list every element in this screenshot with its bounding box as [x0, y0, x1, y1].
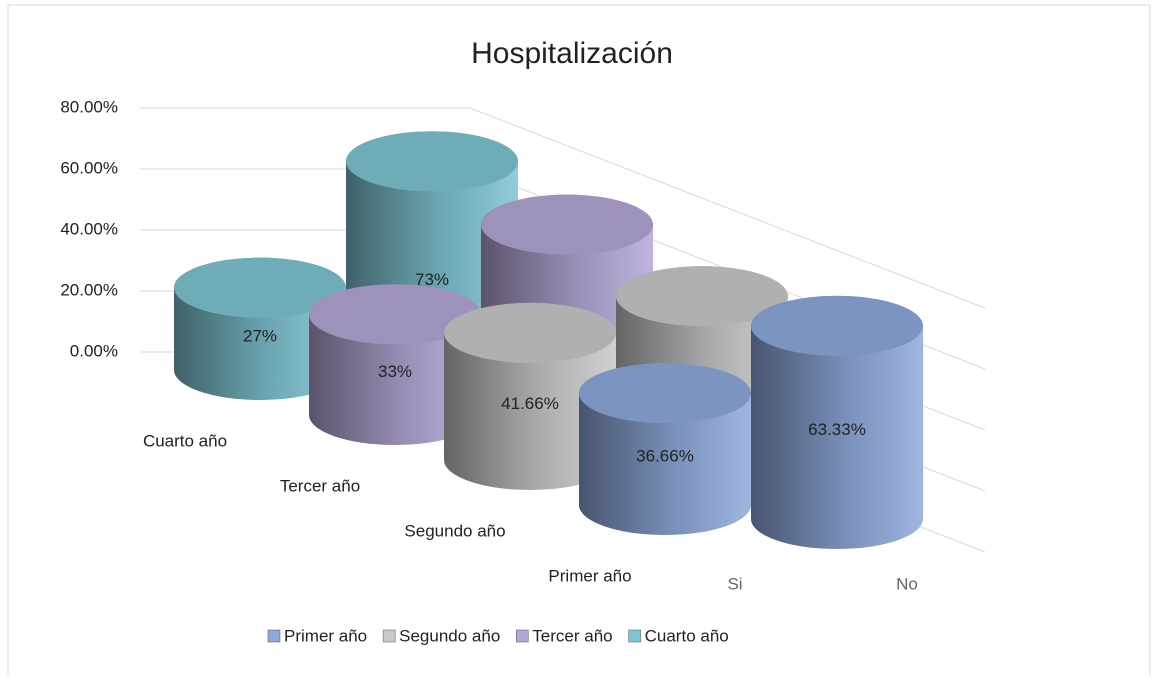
legend-swatch — [382, 629, 396, 643]
bar-shade — [751, 295, 923, 549]
y-tick-label: 80.00% — [60, 97, 118, 116]
frame — [7, 4, 1151, 675]
legend-swatch — [516, 629, 529, 643]
bar-top-shade — [616, 266, 788, 327]
legend-label: Cuarto año — [645, 626, 729, 645]
chart-title: Hospitalización — [471, 37, 673, 70]
y-tick-label: 60.00% — [60, 158, 118, 177]
value-label: 27% — [243, 326, 277, 345]
cylinder: 33% — [309, 284, 481, 445]
y-tick-label: 40.00% — [60, 219, 118, 238]
depth-label: Primer año — [548, 566, 631, 585]
bar-top-shade — [751, 295, 923, 356]
legend-label: Tercer año — [532, 626, 612, 645]
x-tick-label: Si — [727, 574, 742, 593]
cylinder: 27% — [174, 257, 346, 400]
y-tick-label: 20.00% — [60, 280, 118, 299]
value-label: 41.66% — [501, 394, 559, 413]
bar-top — [481, 194, 653, 255]
bar-top-shade — [444, 302, 616, 363]
legend-label: Primer año — [284, 626, 367, 645]
value-label: 33% — [378, 362, 412, 381]
bar-top-shade — [174, 257, 346, 318]
y-tick-label: 0.00% — [70, 341, 118, 360]
bar-top-shade — [346, 131, 518, 192]
bar-top — [751, 295, 923, 356]
x-tick-label: No — [896, 574, 918, 593]
legend-swatch — [628, 629, 641, 643]
cylinder: 36.66% — [579, 363, 751, 535]
value-label: 63.33% — [808, 420, 866, 439]
cylinder: 41.66% — [444, 302, 616, 490]
legend-label: Segundo año — [399, 626, 500, 645]
bar-top-shade — [579, 363, 751, 424]
cylinder: 63.33% — [751, 295, 923, 549]
value-label: 73% — [415, 270, 449, 289]
bar-top — [579, 363, 751, 424]
value-label: 36.66% — [636, 447, 694, 466]
depth-label: Tercer año — [280, 476, 360, 495]
bar-top-shade — [309, 284, 481, 345]
bar-top — [444, 302, 616, 363]
bar-top — [616, 266, 788, 327]
bar-top — [309, 284, 481, 345]
depth-label: Segundo año — [404, 521, 505, 540]
legend-swatch — [267, 629, 281, 643]
bar-top — [346, 131, 518, 192]
depth-label: Cuarto año — [143, 431, 227, 450]
bar-top — [174, 257, 346, 318]
bar-top-shade — [481, 194, 653, 255]
grid-line — [140, 107, 986, 309]
